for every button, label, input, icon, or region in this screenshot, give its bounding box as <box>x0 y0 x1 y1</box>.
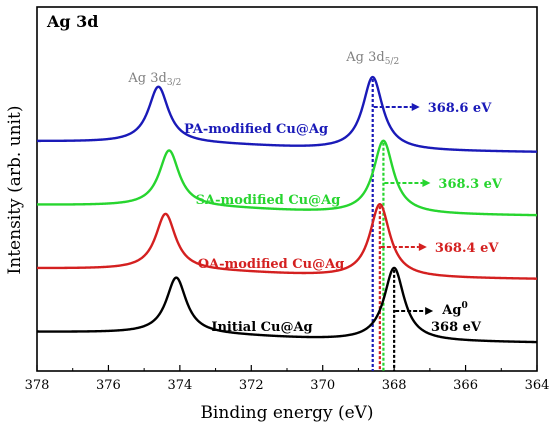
x-tick-label: 376 <box>96 378 121 393</box>
x-tick-label: 364 <box>525 378 550 393</box>
x-axis-title: Binding energy (eV) <box>200 403 373 423</box>
peak-annotations: 368.6 eV 368.3 eV 368.4 eV Ag0 368 eV <box>373 101 503 335</box>
series-label: Initial Cu@Ag <box>211 320 312 335</box>
spectrum-line <box>36 139 538 217</box>
arrow-head <box>411 103 420 111</box>
peak-labels: Ag 3d3/2 Ag 3d5/2 <box>127 50 399 88</box>
x-tick-label: 378 <box>25 378 50 393</box>
chart-title: Ag 3d <box>46 12 99 31</box>
x-axis-ticks: 378 376 374 372 370 368 366 364 <box>25 365 550 393</box>
x-tick-label: 368 <box>382 378 407 393</box>
arrow-head <box>418 243 427 251</box>
spectrum-line <box>36 266 538 344</box>
peak-guide-lines <box>371 79 396 371</box>
peak-species: Ag0 <box>441 301 467 318</box>
spectrum-line <box>36 202 538 280</box>
x-tick-label: 374 <box>167 378 192 393</box>
peak-value: 368.6 eV <box>428 101 493 116</box>
series-labels: PA-modified Cu@Ag SA-modified Cu@Ag OA-mod… <box>184 122 344 335</box>
spectra <box>36 75 538 344</box>
series-label: PA-modified Cu@Ag <box>184 122 328 137</box>
spectrum-line <box>36 75 538 153</box>
peak-value: 368 eV <box>431 320 482 335</box>
peak-value: 368.3 eV <box>438 177 503 192</box>
y-axis-title: Intensity (arb. unit) <box>5 106 25 275</box>
x-tick-label: 370 <box>310 378 335 393</box>
series-label: SA-modified Cu@Ag <box>196 193 341 208</box>
peak-label: Ag 3d5/2 <box>345 50 399 67</box>
peak-value: 368.4 eV <box>435 241 500 256</box>
arrow-head <box>425 307 434 315</box>
arrow-head <box>422 179 431 187</box>
x-tick-label: 366 <box>453 378 478 393</box>
peak-label: Ag 3d3/2 <box>127 71 181 88</box>
x-tick-label: 372 <box>239 378 264 393</box>
series-label: OA-modified Cu@Ag <box>198 257 345 272</box>
